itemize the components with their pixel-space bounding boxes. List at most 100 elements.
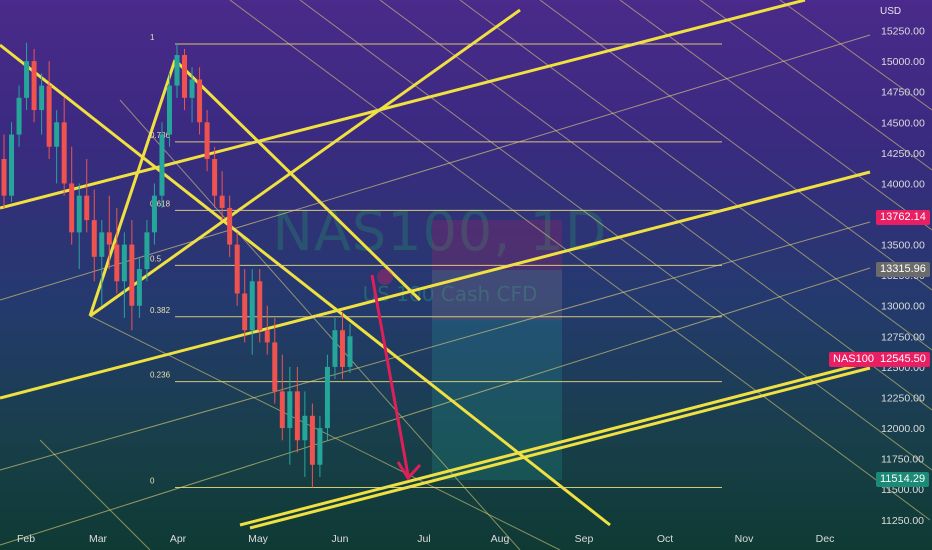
x-tick-label: Nov <box>735 533 754 545</box>
y-tick-label: 14000.00 <box>881 178 925 190</box>
candle-body <box>99 232 105 257</box>
x-tick-label: Feb <box>17 533 35 545</box>
candle-body <box>144 232 150 270</box>
candle-body <box>347 336 353 367</box>
y-tick-label: 15000.00 <box>881 56 925 68</box>
y-tick-label: 13500.00 <box>881 240 925 252</box>
candle-body <box>16 97 22 135</box>
channel-line <box>0 170 871 400</box>
channel-line <box>89 8 521 318</box>
price-tag: 11514.29 <box>876 472 930 487</box>
candle-body <box>189 79 195 98</box>
candle-body <box>151 195 157 233</box>
x-tick-label: May <box>248 533 269 545</box>
channel-line <box>0 0 806 210</box>
candle-body <box>332 330 338 367</box>
y-tick-label: 14500.00 <box>881 117 925 129</box>
candle-body <box>287 391 293 429</box>
candle-body <box>272 342 278 392</box>
candle-body <box>166 85 172 135</box>
candle-body <box>1 158 7 196</box>
candle-body <box>121 244 127 282</box>
watermark-name: US 100 Cash CFD <box>300 282 600 306</box>
x-tick-label: Jun <box>332 533 349 545</box>
candle-body <box>317 428 323 465</box>
candle-body <box>197 79 203 123</box>
candle-body <box>69 183 75 233</box>
candle-body <box>46 85 52 147</box>
y-tick-label: 12750.00 <box>881 331 925 343</box>
arrow-head <box>396 461 422 481</box>
fib-level-label: 0.618 <box>150 199 171 208</box>
y-tick-label: 11500.00 <box>881 484 924 496</box>
candle-body <box>54 122 60 147</box>
fib-level-label: 0.236 <box>150 371 171 380</box>
candle-body <box>264 330 270 343</box>
median-line <box>379 0 932 411</box>
candle-body <box>114 244 120 282</box>
x-axis[interactable]: Feb Mar Apr May Jun Jul Aug Sep Oct Nov Dec <box>17 533 834 545</box>
x-tick-label: Jul <box>417 533 430 545</box>
y-tick-label: 12250.00 <box>881 392 925 404</box>
y-tick-label: 11750.00 <box>881 454 924 466</box>
x-tick-label: Dec <box>816 533 835 545</box>
candle-body <box>136 269 142 306</box>
x-tick-label: Mar <box>89 533 108 545</box>
candle-body <box>9 134 15 196</box>
candle-body <box>174 55 180 86</box>
parallel-line <box>0 267 871 546</box>
median-line <box>89 315 561 550</box>
candles <box>1 42 353 488</box>
candle-body <box>302 415 308 441</box>
arrow-shaft <box>370 274 410 476</box>
x-tick-label: Aug <box>491 533 510 545</box>
price-tag: 13315.96 <box>876 262 930 277</box>
channel-line <box>0 43 611 527</box>
median-line <box>619 0 932 231</box>
short-position-target-zone[interactable] <box>432 270 562 480</box>
candle-body <box>234 244 240 294</box>
median-line <box>539 0 932 291</box>
y-tick-label: 15250.00 <box>881 26 925 38</box>
candle-body <box>182 55 188 98</box>
candle-body <box>309 415 315 465</box>
candle-body <box>294 391 300 441</box>
candle-body <box>227 207 233 245</box>
channel-line <box>88 59 177 317</box>
candle-body <box>129 244 135 306</box>
median-line <box>299 0 932 471</box>
price-tag: 12545.50 <box>876 352 930 367</box>
arrow-origin <box>377 269 393 285</box>
y-tick-label: 13000.00 <box>881 301 925 313</box>
candle-body <box>249 281 255 331</box>
projection-arrow[interactable] <box>370 269 422 481</box>
y-tick-label: 14750.00 <box>881 87 925 99</box>
channel-line <box>173 58 422 302</box>
candle-body <box>106 232 112 245</box>
parallel-line <box>0 221 871 471</box>
candle-body <box>39 85 45 111</box>
candle-body <box>212 158 218 196</box>
median-line <box>39 439 151 550</box>
channel-line <box>249 366 871 530</box>
candle-body <box>257 281 263 331</box>
candle-body <box>339 330 345 367</box>
candle-body <box>24 61 30 98</box>
y-tick-label: 12000.00 <box>881 423 925 435</box>
median-line <box>459 0 932 351</box>
x-tick-label: Sep <box>575 533 594 545</box>
candle-body <box>84 195 90 221</box>
y-tick-label: 14250.00 <box>881 148 925 160</box>
candle-body <box>159 134 165 196</box>
fib-level-label: 0.382 <box>150 306 171 315</box>
median-line <box>699 0 932 171</box>
candle-body <box>279 391 285 429</box>
fib-level-label: 1 <box>150 33 155 42</box>
median-line <box>779 0 932 111</box>
currency-label: USD <box>880 6 902 17</box>
median-line <box>119 99 521 550</box>
candle-body <box>76 195 82 233</box>
channel-line <box>239 360 871 527</box>
